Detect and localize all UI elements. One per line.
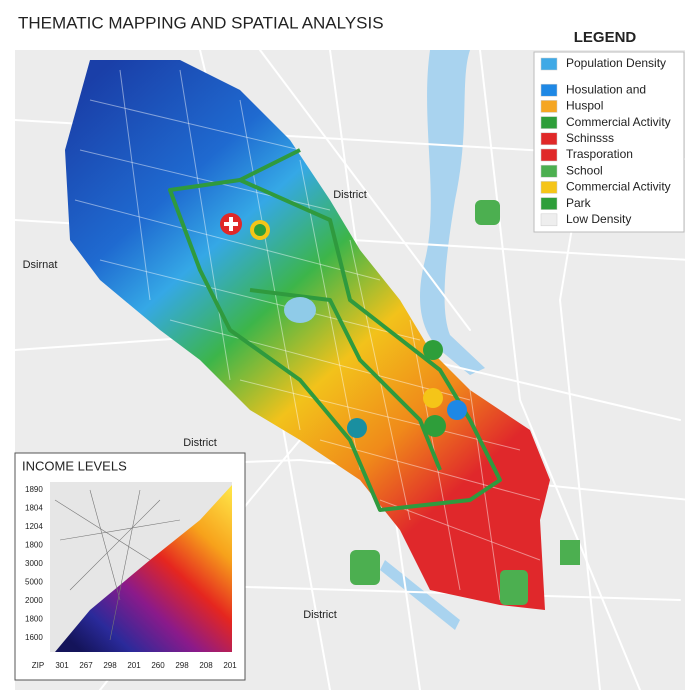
inset-y-label: 1204 bbox=[25, 522, 43, 531]
inset-y-label: 1800 bbox=[25, 615, 43, 624]
title: THEMATIC MAPPING AND SPATIAL ANALYSIS bbox=[18, 13, 384, 32]
legend-swatch bbox=[540, 116, 558, 129]
inset-y-label: 5000 bbox=[25, 578, 43, 587]
legend-swatch bbox=[540, 100, 558, 113]
income-surface bbox=[55, 485, 232, 652]
river bbox=[420, 50, 485, 375]
legend-box bbox=[533, 51, 685, 233]
district-label: Dsirnat bbox=[23, 259, 58, 271]
legend-label: Schinsss bbox=[566, 131, 614, 145]
inset-streets bbox=[54, 489, 181, 641]
inset-y-label: 2000 bbox=[25, 596, 43, 605]
inset-x-label: 301 bbox=[55, 661, 69, 670]
inset-x-label: 298 bbox=[175, 661, 189, 670]
legend-swatch bbox=[540, 181, 558, 194]
legend-label: Population Density bbox=[566, 56, 666, 70]
legend-label: Commercial Activity bbox=[566, 180, 671, 194]
inset-title: INCOME LEVELS bbox=[22, 458, 127, 473]
legend-label: Hosulation and bbox=[566, 82, 646, 96]
inset-x-label: 267 bbox=[79, 661, 93, 670]
legend-label: Trasporation bbox=[566, 147, 633, 161]
legend-swatch bbox=[540, 83, 558, 97]
legend: LEGEND Population Density Hosulation and H… bbox=[533, 29, 685, 233]
district-label: District bbox=[183, 437, 217, 449]
inset-x-label: ZIP bbox=[32, 661, 44, 670]
legend-swatch bbox=[540, 148, 558, 162]
inset-y-label: 1890 bbox=[25, 485, 43, 494]
legend-label: Commercial Activity bbox=[566, 115, 671, 129]
parks bbox=[350, 200, 580, 605]
legend-label: Park bbox=[566, 196, 592, 210]
inset-y-label: 1804 bbox=[25, 504, 43, 513]
legend-swatch bbox=[540, 197, 558, 210]
legend-label: Low Density bbox=[566, 212, 631, 226]
inset-x-label: 260 bbox=[151, 661, 165, 670]
legend-swatch bbox=[540, 213, 558, 227]
legend-swatch bbox=[540, 164, 558, 178]
legend-label: Huspol bbox=[566, 99, 603, 113]
inset-y-label: 3000 bbox=[25, 559, 43, 568]
water bbox=[380, 560, 460, 630]
inset-x-label: 201 bbox=[223, 661, 237, 670]
legend-label: School bbox=[566, 163, 603, 177]
legend-swatch bbox=[540, 57, 558, 71]
district-label: District bbox=[333, 189, 367, 201]
district-label: District bbox=[303, 609, 337, 621]
inset-x-label: 208 bbox=[199, 661, 213, 670]
inset-x-label: 298 bbox=[103, 661, 117, 670]
pins bbox=[220, 213, 467, 438]
inset-y-label: 1800 bbox=[25, 541, 43, 550]
density-area bbox=[65, 60, 550, 610]
inset-x-label: 201 bbox=[127, 661, 141, 670]
inset: INCOME LEVELS 1890 1804 1204 1800 3000 5000 20… bbox=[14, 452, 246, 681]
pond bbox=[284, 297, 316, 323]
legend-title: LEGEND bbox=[574, 29, 637, 46]
ring-roads bbox=[168, 148, 502, 512]
legend-swatch bbox=[540, 132, 558, 146]
inset-y-label: 1600 bbox=[25, 633, 43, 642]
